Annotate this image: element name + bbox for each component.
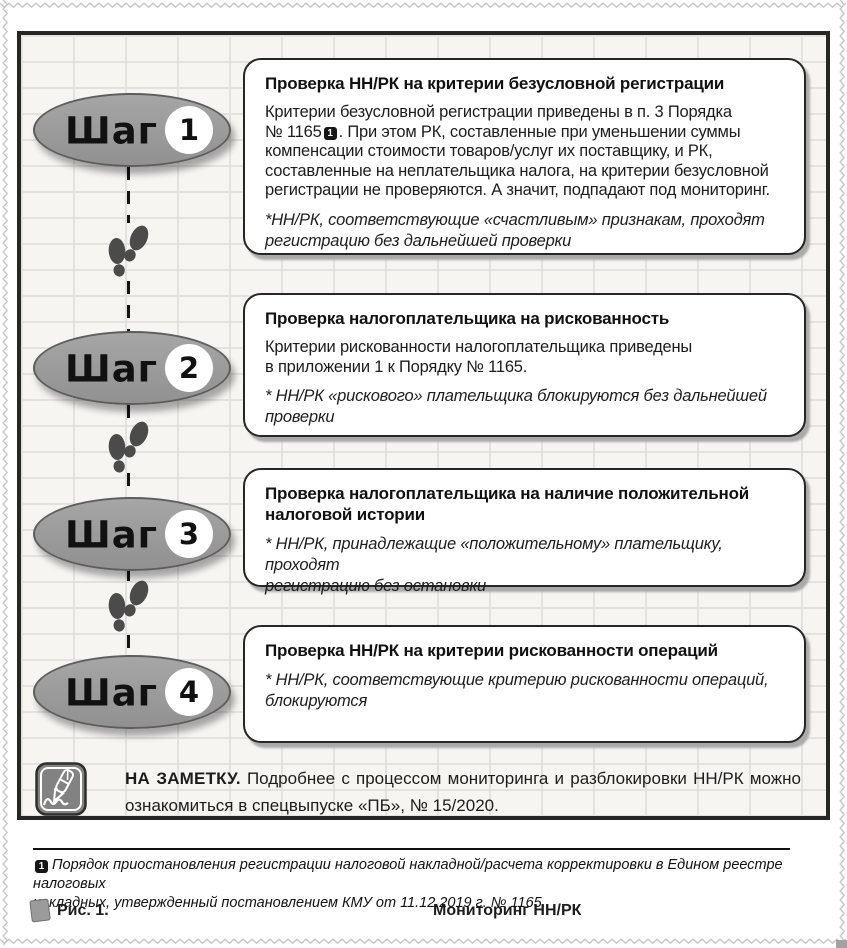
step-body: Критерии рискованности налогоплательщика… xyxy=(265,338,693,376)
step-badge-label: Шаг xyxy=(65,108,159,152)
step-box-3: Проверка налогоплательщика на наличие по… xyxy=(243,468,806,595)
step-number: 3 xyxy=(178,517,200,551)
footnote-rule xyxy=(33,848,790,850)
footnote-ref-number: 1 xyxy=(327,127,333,139)
note-label: НА ЗАМЕТКУ. xyxy=(125,769,241,788)
zigzag-border-bottom xyxy=(0,938,847,945)
step-connector-segment xyxy=(127,405,130,421)
step-note: *НН/РК, соответствующие «счастливым» при… xyxy=(265,210,765,250)
zigzag-border-top xyxy=(0,2,847,9)
footnote: 1 Порядок приостановления регистрации нал… xyxy=(33,856,795,913)
step-box-1: Проверка НН/РК на критерии безусловной р… xyxy=(243,58,806,255)
step-note: * НН/РК, принадлежащие «положительному» … xyxy=(265,535,723,595)
note-line-2: ознакомиться в спецвыпуске «ПБ», № 15/20… xyxy=(125,796,499,815)
step-number-circle: 2 xyxy=(165,344,213,392)
step-number-circle: 3 xyxy=(165,510,213,558)
step-number-circle: 4 xyxy=(165,668,213,716)
step-body-text: . При этом РК, составленные при уменьшен… xyxy=(265,122,770,200)
footnote-marker: 1 xyxy=(35,860,48,873)
step-number: 1 xyxy=(178,113,200,147)
step-title: Проверка НН/РК на критерии безусловной р… xyxy=(265,74,725,93)
page-icon xyxy=(29,898,51,923)
footprints-icon xyxy=(108,580,149,632)
figure-caption-title: Мониторинг НН/РК xyxy=(433,902,582,919)
step-note: * НН/РК «рискового» плательщика блокирую… xyxy=(265,387,767,426)
figure-caption-label: Рис. 1. xyxy=(57,902,109,919)
step-connector-segment xyxy=(127,167,130,223)
step-badge-1: Шаг 1 xyxy=(33,93,231,167)
step-connector-segment xyxy=(127,281,130,331)
step-box-2: Проверка налогоплательщика на рискованно… xyxy=(243,293,806,437)
step-badge-label: Шаг xyxy=(65,346,159,390)
footnote-text: Порядок приостановления регистрации нало… xyxy=(33,857,783,911)
step-number: 2 xyxy=(178,351,200,385)
step-title: Проверка НН/РК на критерии рискованности… xyxy=(265,641,718,660)
step-title: Проверка налогоплательщика на рискованно… xyxy=(265,309,670,328)
step-badge-label: Шаг xyxy=(65,512,159,556)
step-number: 4 xyxy=(178,675,200,709)
diagram-frame: Шаг 1 Шаг 2 Шаг 3 Шаг 4 Проверка НН/РК н… xyxy=(17,31,830,820)
pen-icon xyxy=(35,762,87,816)
step-box-4: Проверка НН/РК на критерии рискованности… xyxy=(243,625,806,743)
zigzag-border-right xyxy=(839,0,846,946)
note-strip: НА ЗАМЕТКУ. Подробнее с процессом монито… xyxy=(125,765,801,819)
step-connector-segment xyxy=(127,473,130,497)
step-note: * НН/РК, соответствующие критерию рисков… xyxy=(265,671,769,710)
note-text-part: Подробнее с процессом мониторинга и разб… xyxy=(246,769,802,788)
step-badge-4: Шаг 4 xyxy=(33,655,231,729)
corner-mark xyxy=(836,940,847,948)
footnote-ref-marker: 1 xyxy=(323,126,337,140)
step-connector-segment xyxy=(127,571,130,581)
footnote-marker-number: 1 xyxy=(38,861,45,872)
step-number-circle: 1 xyxy=(165,106,213,154)
step-badge-3: Шаг 3 xyxy=(33,497,231,571)
step-connector-segment xyxy=(127,635,130,655)
step-body-text: Критерии безусловной регистрации приведе… xyxy=(265,103,732,141)
footprints-icon xyxy=(108,421,149,473)
zigzag-border-left xyxy=(2,0,9,946)
note-line-1: НА ЗАМЕТКУ. Подробнее с процессом монито… xyxy=(125,765,801,792)
step-badge-2: Шаг 2 xyxy=(33,331,231,405)
footprints-icon xyxy=(108,225,149,277)
step-badge-label: Шаг xyxy=(65,670,159,714)
step-body: Критерии безусловной регистрации приведе… xyxy=(265,103,784,201)
step-title: Проверка налогоплательщика на наличие по… xyxy=(265,484,750,524)
